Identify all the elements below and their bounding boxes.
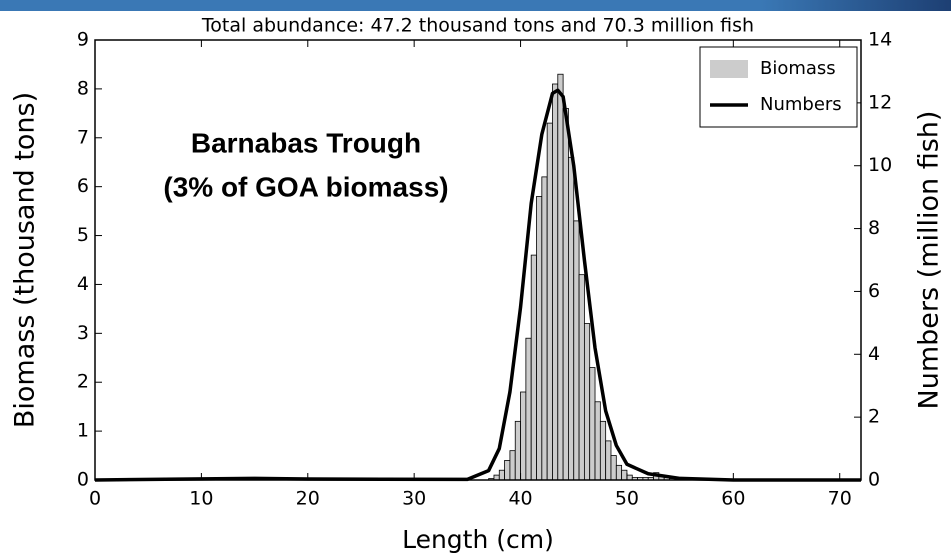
- bar: [589, 367, 596, 481]
- bar: [568, 156, 575, 481]
- x-tick-label: 40: [508, 488, 532, 510]
- bar: [599, 420, 607, 481]
- y2-tick-label: 6: [868, 280, 880, 302]
- y2-tick-label: 0: [868, 469, 880, 491]
- bar: [605, 440, 612, 481]
- bar: [557, 73, 564, 481]
- bar: [498, 469, 505, 481]
- y2-tick-label: 14: [868, 29, 892, 51]
- line: [94, 88, 861, 482]
- legend-label: Biomass: [760, 58, 836, 79]
- y-tick-label: 6: [77, 175, 89, 197]
- y-tick-label: 3: [77, 322, 89, 344]
- x-tick-label: 0: [89, 488, 101, 510]
- x-axis-label: Length (cm): [402, 525, 554, 554]
- y-tick-label: 1: [77, 420, 89, 442]
- y2-axis-label: Numbers (million fish): [914, 111, 945, 410]
- bar: [525, 337, 532, 481]
- bar: [562, 108, 569, 481]
- y2-tick-label: 12: [868, 91, 892, 113]
- bar: [573, 220, 580, 481]
- bar: [621, 469, 628, 481]
- bar: [541, 176, 548, 481]
- x-tick-label: 20: [296, 488, 320, 510]
- y2-tick-label: 10: [868, 154, 892, 176]
- y-tick-label: 9: [77, 29, 89, 51]
- header-strip: [0, 0, 951, 11]
- y-tick-label: 8: [77, 77, 89, 99]
- x-tick-label: 50: [615, 488, 639, 510]
- y2-tick-label: 2: [868, 406, 880, 428]
- bar: [536, 196, 543, 481]
- bar: [546, 122, 553, 481]
- y2-tick-label: 4: [868, 343, 880, 365]
- y-tick-label: 2: [77, 371, 89, 393]
- bar: [509, 450, 516, 481]
- bar: [514, 420, 521, 481]
- bar: [610, 455, 617, 481]
- y2-tick-label: 8: [868, 217, 880, 239]
- y-tick-label: 5: [77, 224, 89, 246]
- x-tick-label: 30: [402, 488, 426, 510]
- bar: [583, 323, 591, 481]
- chart-title: Total abundance: 47.2 thousand tons and …: [201, 15, 754, 37]
- x-tick-label: 70: [828, 488, 852, 510]
- y-tick-label: 4: [77, 273, 89, 295]
- plot-frame: [94, 39, 862, 481]
- annotation: Barnabas Trough: [191, 127, 421, 158]
- legend-label: Numbers: [760, 94, 842, 115]
- legend-swatch: [710, 60, 748, 78]
- y-tick-label: 7: [77, 126, 89, 148]
- y-tick-label: 0: [77, 469, 89, 491]
- bar: [552, 83, 559, 481]
- bar: [594, 401, 601, 481]
- annotation: (3% of GOA biomass): [163, 171, 448, 202]
- x-tick-label: 60: [721, 488, 745, 510]
- x-tick-label: 10: [189, 488, 213, 510]
- bar: [530, 254, 537, 481]
- bar: [578, 274, 585, 481]
- bar: [615, 464, 623, 481]
- y-axis-label: Biomass (thousand tons): [10, 92, 41, 428]
- bar: [504, 460, 511, 481]
- bar: [520, 391, 527, 481]
